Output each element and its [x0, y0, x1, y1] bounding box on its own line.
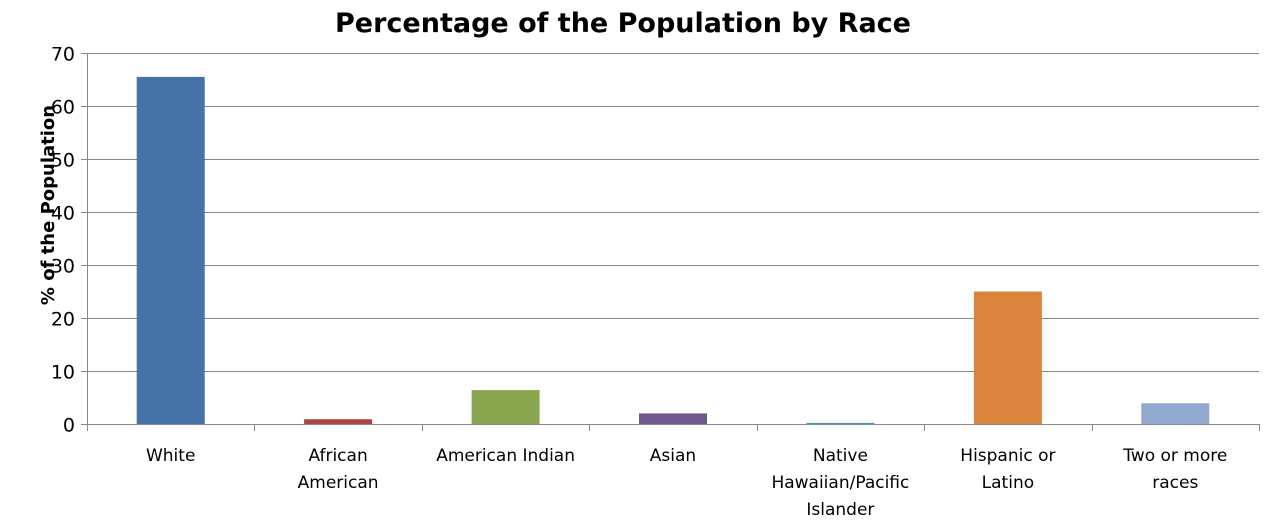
y-tick-label: 70	[51, 44, 75, 66]
bar	[1141, 403, 1210, 424]
bar	[973, 291, 1042, 424]
x-tick-label-line: American	[298, 473, 379, 493]
x-tick-label-line: Asian	[650, 446, 696, 466]
y-tick-labels: 0 10 20 30 40 50 60 70	[51, 44, 75, 437]
y-tick-label: 50	[51, 150, 75, 172]
gridlines	[81, 53, 1259, 425]
bar	[806, 422, 875, 424]
x-tick-label-line: Native	[813, 446, 868, 466]
bars	[136, 76, 1210, 425]
x-tick-label: American Indian	[436, 446, 575, 466]
y-tick-label: 20	[51, 309, 75, 331]
bar	[639, 413, 707, 424]
y-tick-label: 0	[63, 415, 75, 437]
x-tick-label: Asian	[650, 446, 696, 466]
x-tick-label: Two or more races	[1122, 446, 1227, 493]
x-tick-label: White	[146, 446, 195, 466]
x-tick-label-line: races	[1152, 473, 1198, 493]
x-tick-label-line: Hispanic or	[960, 446, 1055, 466]
bar	[471, 390, 540, 424]
y-tick-label: 30	[51, 256, 75, 278]
x-tick-label-line: White	[146, 446, 195, 466]
bar	[136, 76, 205, 425]
y-tick-label: 10	[51, 362, 75, 384]
chart-title: Percentage of the Population by Race	[335, 8, 911, 39]
x-tick-label: African American	[298, 446, 379, 493]
x-tick-label-line: Hawaiian/Pacific	[771, 473, 909, 493]
x-tick-label-line: African	[308, 446, 367, 466]
x-tick-label-line: Latino	[982, 473, 1034, 493]
x-tick-label: Hispanic or Latino	[960, 446, 1055, 493]
y-tick-label: 60	[51, 97, 75, 119]
x-tick-label-line: Islander	[806, 500, 874, 520]
axes	[87, 53, 1260, 431]
x-tick-labels: White African American American Indian Asian…	[146, 446, 1227, 520]
bar	[304, 419, 373, 424]
y-axis-label: % of the Population	[38, 105, 59, 305]
x-tick-label-line: Two or more	[1122, 446, 1227, 466]
x-tick-label: Native Hawaiian/Pacific Islander	[771, 446, 909, 520]
y-tick-label: 40	[51, 203, 75, 225]
x-tick-label-line: American Indian	[436, 446, 575, 466]
